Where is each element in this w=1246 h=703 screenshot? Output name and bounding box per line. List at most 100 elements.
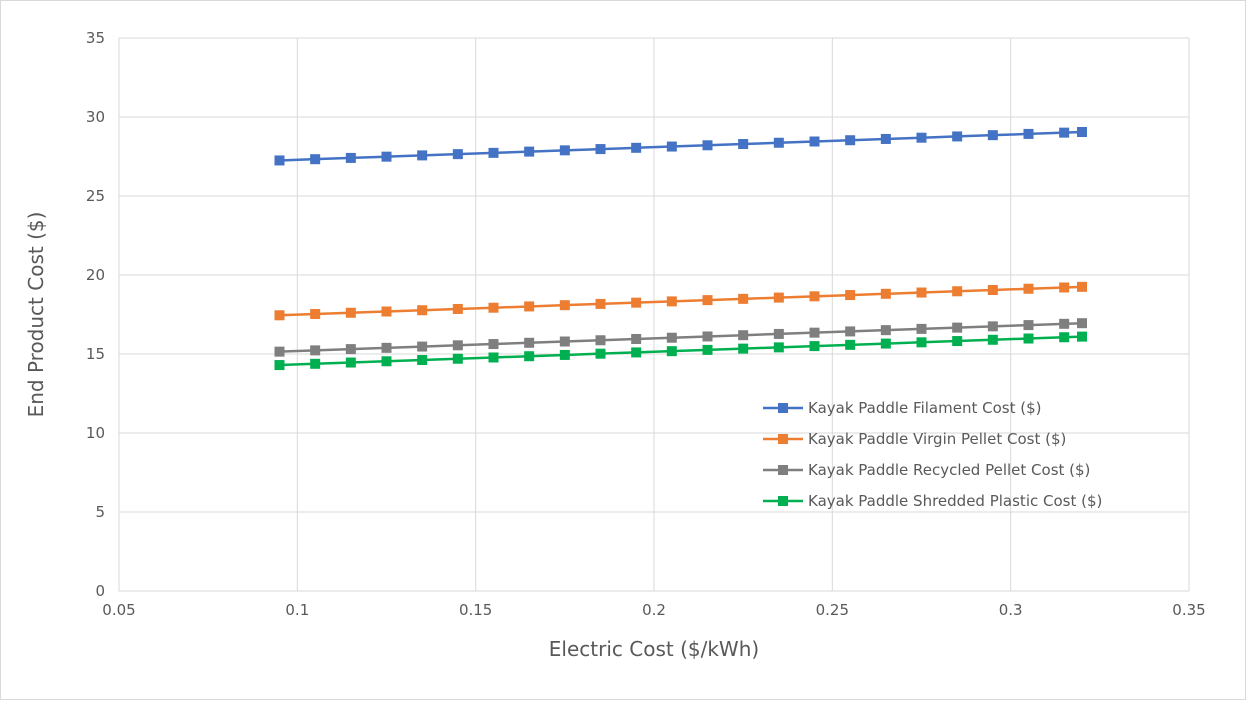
data-point	[738, 330, 749, 341]
data-point	[1023, 283, 1034, 294]
data-point	[987, 130, 998, 141]
data-point	[773, 342, 784, 353]
data-point	[310, 358, 321, 369]
data-point	[1059, 282, 1070, 293]
data-point	[809, 291, 820, 302]
data-point	[524, 337, 535, 348]
data-point	[452, 303, 463, 314]
data-point	[952, 322, 963, 333]
data-point	[595, 144, 606, 155]
data-point	[666, 332, 677, 343]
data-point	[488, 352, 499, 363]
data-point	[773, 292, 784, 303]
data-point	[559, 145, 570, 156]
legend-marker	[778, 465, 788, 475]
data-point	[702, 295, 713, 306]
legend-label: Kayak Paddle Shredded Plastic Cost ($)	[808, 492, 1102, 510]
y-axis-title: End Product Cost ($)	[24, 212, 48, 418]
data-point	[880, 133, 891, 144]
data-point	[987, 321, 998, 332]
data-point	[452, 149, 463, 160]
data-point	[845, 135, 856, 146]
legend-marker	[778, 403, 788, 413]
data-point	[1023, 128, 1034, 139]
series-line	[279, 335, 1083, 367]
data-point	[631, 347, 642, 358]
data-point	[274, 155, 285, 166]
data-point	[738, 139, 749, 150]
data-point	[845, 326, 856, 337]
data-point	[809, 327, 820, 338]
x-tick-label: 0.1	[285, 601, 309, 619]
data-point	[738, 293, 749, 304]
series-line	[279, 130, 1083, 162]
data-point	[1059, 318, 1070, 329]
x-tick-label: 0.25	[816, 601, 849, 619]
data-point	[631, 142, 642, 153]
data-point	[952, 131, 963, 142]
x-axis-title: Electric Cost ($/kWh)	[549, 637, 759, 661]
data-point	[666, 141, 677, 152]
data-point	[559, 300, 570, 311]
legend-marker	[778, 496, 788, 506]
series-3	[274, 318, 1087, 357]
data-point	[809, 136, 820, 147]
data-point	[1077, 318, 1087, 329]
data-point	[524, 146, 535, 157]
x-tick-label: 0.2	[642, 601, 666, 619]
series-4	[274, 331, 1087, 371]
data-point	[595, 335, 606, 346]
x-tick-label: 0.05	[102, 601, 135, 619]
y-tick-label: 10	[86, 424, 105, 442]
data-point	[345, 152, 356, 163]
series-line	[279, 321, 1083, 353]
data-point	[952, 336, 963, 347]
data-point	[1023, 333, 1034, 344]
tick-labels: 0.05 0.1 0.15 0.2 0.25 0.3 0.35 0 5 10 15 20 25 30 35	[86, 29, 1206, 619]
data-point	[916, 132, 927, 143]
y-tick-label: 0	[95, 582, 105, 600]
data-point	[274, 310, 285, 321]
data-point	[773, 328, 784, 339]
data-point	[845, 290, 856, 301]
data-point	[381, 356, 392, 367]
data-point	[702, 331, 713, 342]
data-point	[1023, 320, 1034, 331]
grid-lines	[118, 37, 1190, 592]
y-tick-label: 30	[86, 108, 105, 126]
data-point	[987, 285, 998, 296]
data-point	[524, 351, 535, 362]
data-point	[310, 154, 321, 165]
series-lines	[274, 127, 1087, 371]
data-point	[738, 343, 749, 354]
data-point	[809, 341, 820, 352]
data-point	[1059, 127, 1070, 138]
y-tick-label: 35	[86, 29, 105, 47]
data-point	[488, 147, 499, 158]
data-point	[880, 325, 891, 336]
data-point	[417, 150, 428, 161]
data-point	[381, 342, 392, 353]
data-point	[666, 346, 677, 357]
data-point	[1077, 281, 1087, 292]
data-point	[417, 341, 428, 352]
data-point	[345, 344, 356, 355]
data-point	[631, 333, 642, 344]
legend-item: Kayak Paddle Virgin Pellet Cost ($)	[763, 430, 1066, 448]
data-point	[773, 137, 784, 148]
data-point	[595, 298, 606, 309]
data-point	[345, 357, 356, 368]
data-point	[310, 309, 321, 320]
series-line	[279, 285, 1083, 317]
y-tick-label: 25	[86, 187, 105, 205]
legend-item: Kayak Paddle Shredded Plastic Cost ($)	[763, 492, 1102, 510]
data-point	[987, 334, 998, 345]
data-point	[666, 296, 677, 307]
data-point	[845, 339, 856, 350]
data-point	[381, 306, 392, 317]
data-point	[310, 345, 321, 356]
x-tick-label: 0.15	[459, 601, 492, 619]
data-point	[524, 301, 535, 312]
